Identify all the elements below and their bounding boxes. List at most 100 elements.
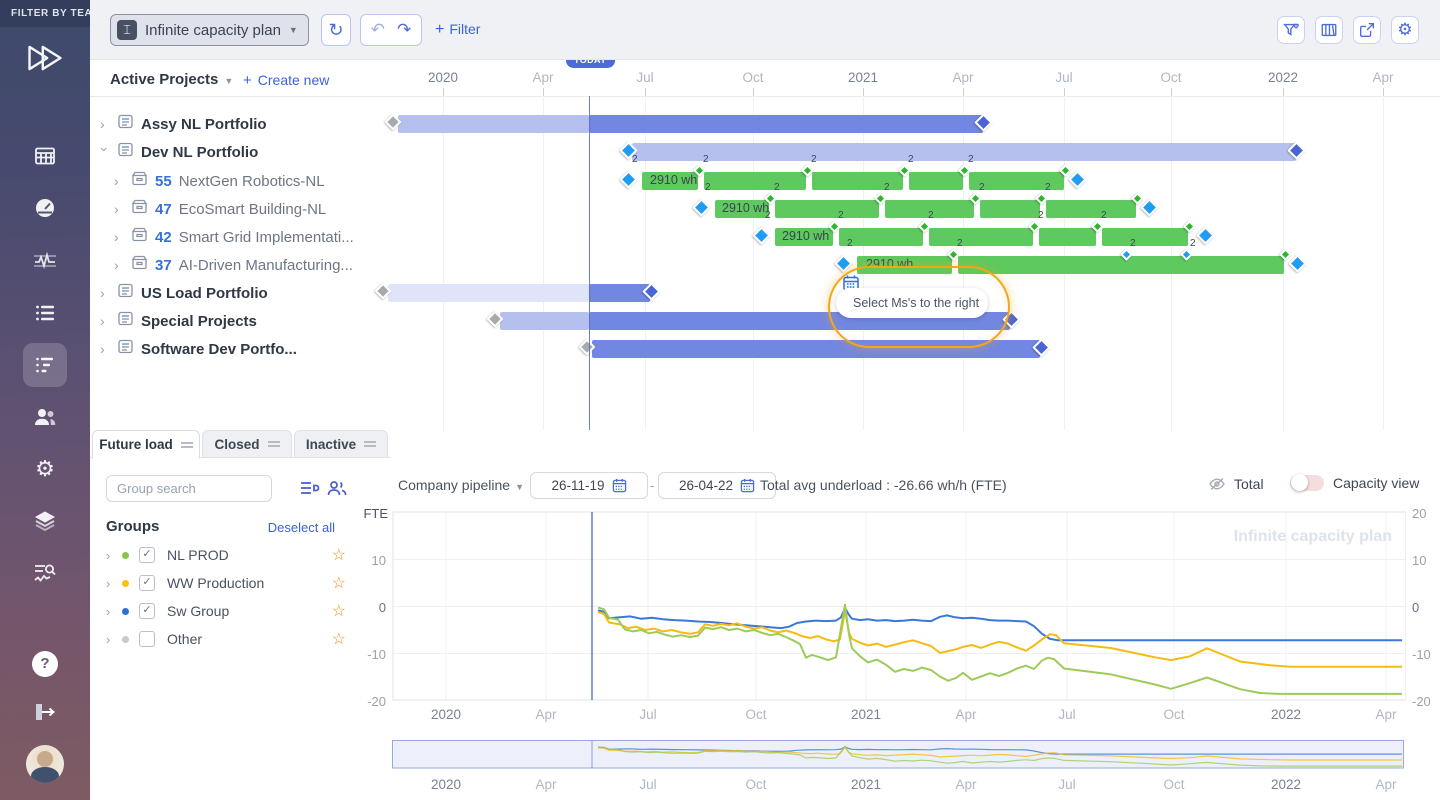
gantt-bar[interactable]	[632, 143, 1296, 161]
list-detail-icon[interactable]	[300, 480, 320, 501]
milestone-diamond[interactable]	[833, 253, 853, 273]
gantt-bar[interactable]	[500, 312, 589, 330]
tree-row-portfolio[interactable]: › Dev NL Portfolio	[97, 139, 267, 165]
gantt-bar[interactable]	[642, 172, 698, 190]
expand-chevron-icon[interactable]: ›	[106, 575, 111, 591]
gantt-bar[interactable]	[839, 228, 923, 246]
sidebar-item-pipeline-search[interactable]	[23, 551, 67, 595]
user-groups-icon[interactable]	[327, 480, 347, 501]
group-row-ww-production[interactable]: › ✓ WW Production ☆	[106, 571, 346, 595]
gantt-bar[interactable]	[1046, 200, 1136, 218]
logout-button[interactable]	[33, 701, 57, 728]
add-filter-button[interactable]: + Filter	[435, 21, 480, 39]
expand-chevron-icon[interactable]: ›	[100, 341, 105, 357]
group-row-sw-group[interactable]: › ✓ Sw Group ☆	[106, 599, 346, 623]
tab-closed[interactable]: Closed	[202, 430, 292, 458]
tab-future-load[interactable]: Future load	[92, 430, 200, 459]
sidebar-item-gauge[interactable]	[23, 186, 67, 230]
sidebar-item-task-list[interactable]	[23, 291, 67, 335]
milestone-diamond[interactable]	[691, 197, 711, 217]
favorite-star-icon[interactable]: ☆	[331, 547, 346, 564]
gantt-bar[interactable]	[704, 172, 806, 190]
gantt-bar[interactable]	[958, 256, 1284, 274]
favorite-star-icon[interactable]: ☆	[331, 631, 346, 648]
date-to-input[interactable]: 26-04-22	[658, 472, 776, 499]
sidebar-item-calendar-grid[interactable]	[23, 134, 67, 178]
group-search-input[interactable]	[106, 475, 272, 502]
expand-chevron-icon[interactable]: ›	[106, 603, 111, 619]
favorite-star-icon[interactable]: ☆	[331, 575, 346, 592]
gantt-bar[interactable]	[1102, 228, 1188, 246]
settings-button[interactable]: ⚙	[1391, 16, 1419, 44]
tree-row-project[interactable]: › 37 AI-Driven Manufacturing...	[114, 252, 361, 278]
gantt-bar[interactable]	[592, 340, 1040, 358]
total-visibility-toggle[interactable]: Total	[1208, 476, 1264, 492]
expand-chevron-icon[interactable]: ›	[114, 173, 119, 189]
expand-chevron-icon[interactable]: ›	[100, 116, 105, 132]
milestone-diamond[interactable]	[1287, 253, 1307, 273]
filter-favorite-button[interactable]	[1277, 16, 1305, 44]
chart-range-overview[interactable]	[392, 740, 1404, 769]
active-projects-dropdown[interactable]: Active Projects ▼	[110, 71, 233, 88]
gantt-bar[interactable]	[1039, 228, 1096, 246]
favorite-star-icon[interactable]: ☆	[331, 603, 346, 620]
gantt-bar[interactable]	[388, 284, 589, 302]
expand-chevron-icon[interactable]: ›	[106, 547, 111, 563]
milestone-diamond[interactable]	[751, 225, 771, 245]
create-new-button[interactable]: + Create new	[243, 72, 329, 89]
group-checkbox[interactable]	[139, 631, 155, 647]
refresh-button[interactable]: ↻	[321, 14, 351, 46]
gantt-bar[interactable]	[589, 115, 983, 133]
app-logo-icon[interactable]	[24, 40, 66, 81]
capacity-plan-dropdown[interactable]: ⌶ Infinite capacity plan ▼	[110, 14, 309, 46]
tree-row-portfolio[interactable]: › Software Dev Portfo...	[100, 336, 305, 362]
sidebar-item-gear[interactable]: ⚙	[23, 447, 67, 491]
help-button[interactable]: ?	[32, 651, 58, 677]
gantt-bar[interactable]	[715, 200, 769, 218]
tree-row-project[interactable]: › 42 Smart Grid Implementati...	[114, 224, 362, 250]
select-ms-right-action[interactable]: Select Ms's to the right	[836, 288, 988, 318]
group-checkbox[interactable]: ✓	[139, 547, 155, 563]
gantt-bar[interactable]	[775, 200, 879, 218]
sidebar-item-activity[interactable]	[23, 239, 67, 283]
sidebar-item-users[interactable]	[23, 395, 67, 439]
gantt-bar[interactable]	[980, 200, 1040, 218]
milestone-diamond[interactable]	[1139, 197, 1159, 217]
milestone-diamond[interactable]	[618, 169, 638, 189]
group-row-other[interactable]: › Other ☆	[106, 627, 346, 651]
expand-chevron-icon[interactable]: ›	[114, 257, 119, 273]
filter-by-team-header[interactable]: FILTER BY TEAM	[0, 0, 90, 27]
tree-row-project[interactable]: › 47 EcoSmart Building-NL	[114, 196, 335, 222]
pipeline-selector[interactable]: Company pipeline ▼	[398, 477, 524, 493]
gantt-bar[interactable]	[775, 228, 833, 246]
gantt-bar[interactable]	[857, 256, 952, 274]
export-button[interactable]	[1353, 16, 1381, 44]
undo-icon[interactable]: ↶	[370, 20, 385, 39]
gantt-bar[interactable]	[589, 284, 650, 302]
expand-chevron-icon[interactable]: ›	[97, 147, 113, 152]
tree-row-portfolio[interactable]: › Assy NL Portfolio	[100, 111, 275, 137]
gantt-bar[interactable]	[969, 172, 1064, 190]
expand-chevron-icon[interactable]: ›	[100, 285, 105, 301]
sidebar-item-layers[interactable]	[23, 499, 67, 543]
user-avatar[interactable]	[26, 745, 64, 783]
gantt-bar[interactable]	[812, 172, 903, 190]
redo-icon[interactable]: ↷	[397, 20, 412, 39]
gantt-bar[interactable]	[929, 228, 1033, 246]
gantt-bar[interactable]	[885, 200, 974, 218]
group-row-nl-prod[interactable]: › ✓ NL PROD ☆	[106, 543, 346, 567]
expand-chevron-icon[interactable]: ›	[114, 201, 119, 217]
library-button[interactable]	[1315, 16, 1343, 44]
tree-row-project[interactable]: › 55 NextGen Robotics-NL	[114, 168, 333, 194]
group-checkbox[interactable]: ✓	[139, 575, 155, 591]
date-from-input[interactable]: 26-11-19	[530, 472, 648, 499]
tab-inactive[interactable]: Inactive	[294, 430, 388, 458]
expand-chevron-icon[interactable]: ›	[106, 631, 111, 647]
gantt-bar[interactable]	[909, 172, 963, 190]
expand-chevron-icon[interactable]: ›	[114, 229, 119, 245]
tree-row-portfolio[interactable]: › US Load Portfolio	[100, 280, 276, 306]
capacity-view-toggle[interactable]: Capacity view	[1290, 474, 1419, 491]
sidebar-item-gantt[interactable]	[23, 343, 67, 387]
milestone-diamond[interactable]	[1067, 169, 1087, 189]
milestone-diamond[interactable]	[1195, 225, 1215, 245]
